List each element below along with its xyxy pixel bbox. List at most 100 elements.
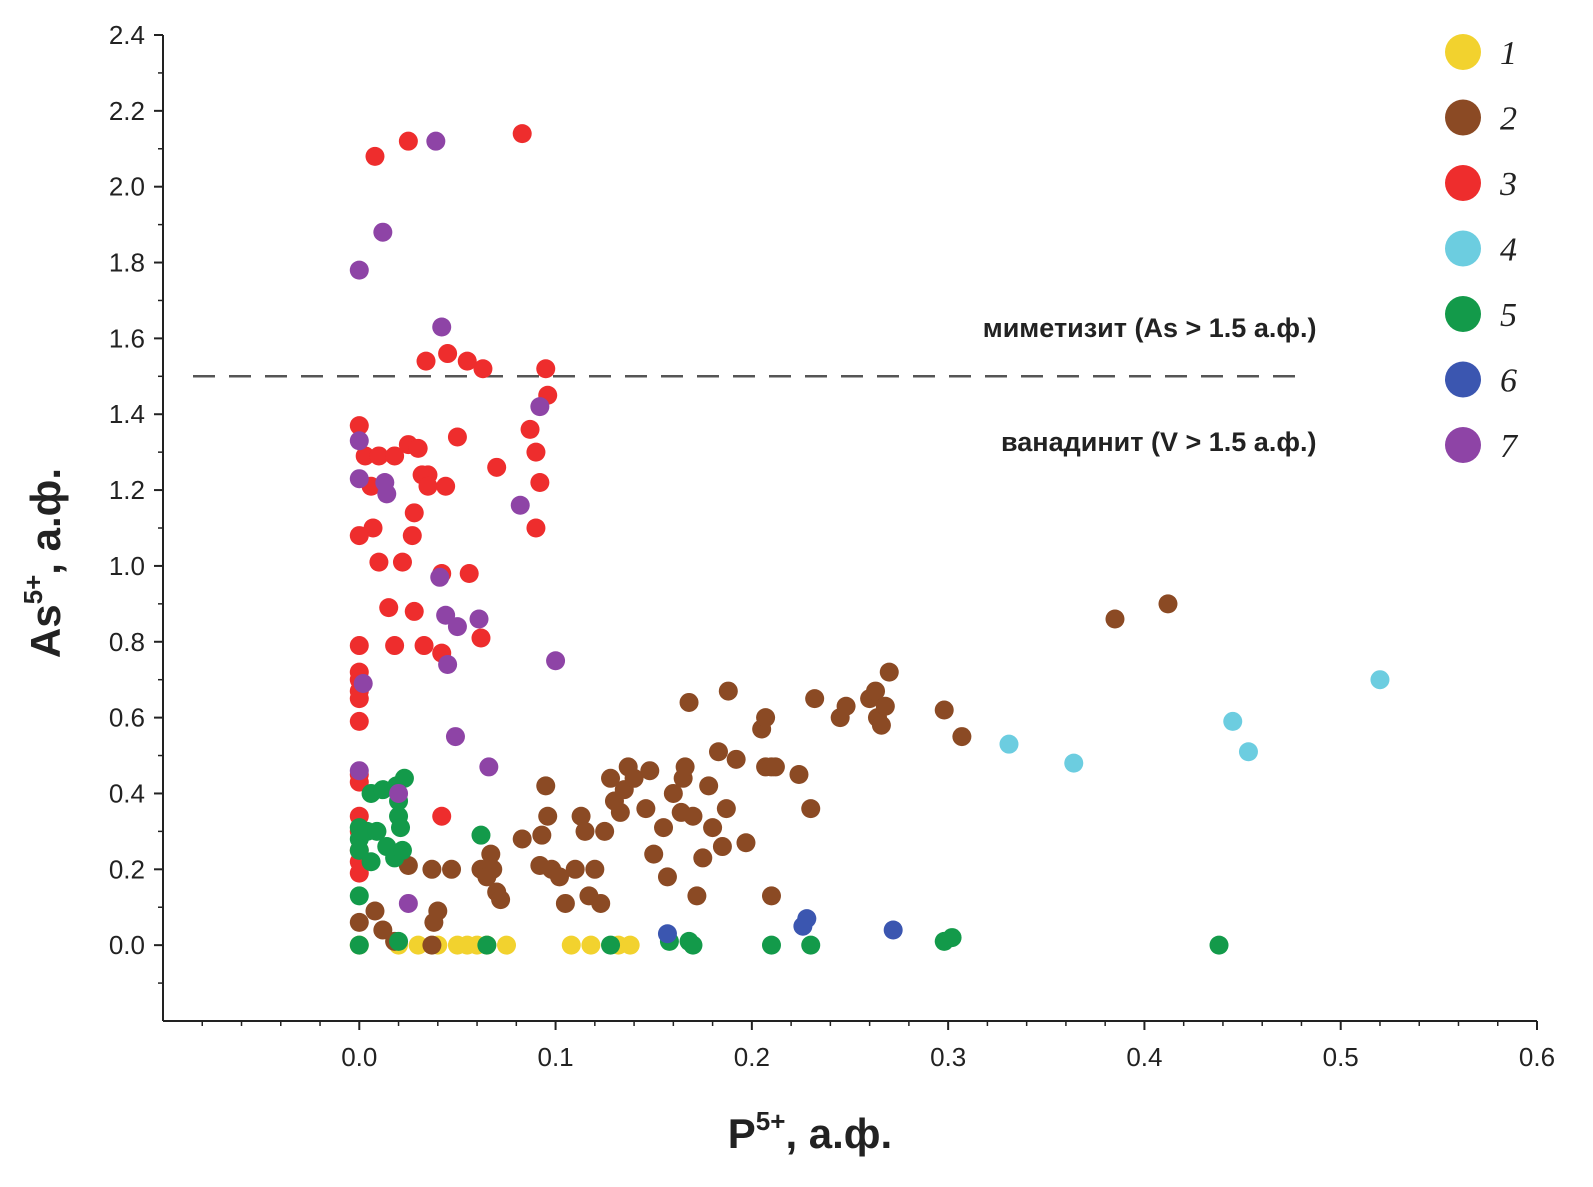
data-point-series-2 bbox=[703, 818, 723, 838]
data-point-series-2 bbox=[422, 935, 442, 955]
annotations: миметизит (As > 1.5 а.ф.) ванадинит (V > … bbox=[983, 313, 1317, 457]
data-point-series-3 bbox=[432, 806, 452, 826]
data-point-series-3 bbox=[530, 472, 550, 492]
y-tick-label: 2.4 bbox=[109, 20, 145, 50]
data-point-series-3 bbox=[385, 636, 405, 656]
data-point-series-2 bbox=[601, 768, 621, 788]
data-point-series-2 bbox=[624, 768, 644, 788]
data-point-series-1 bbox=[561, 935, 581, 955]
data-point-series-2 bbox=[687, 886, 707, 906]
data-point-series-2 bbox=[591, 893, 611, 913]
data-point-series-2 bbox=[805, 689, 825, 709]
data-point-series-3 bbox=[398, 131, 418, 151]
data-point-series-2 bbox=[349, 912, 369, 932]
y-tick-label: 2.0 bbox=[109, 172, 145, 202]
data-point-series-2 bbox=[801, 799, 821, 819]
data-point-series-4 bbox=[1064, 753, 1084, 773]
y-tick-label: 2.2 bbox=[109, 96, 145, 126]
data-point-series-2 bbox=[640, 761, 660, 781]
data-point-series-3 bbox=[355, 446, 375, 466]
data-point-series-3 bbox=[447, 427, 467, 447]
data-point-series-1 bbox=[620, 935, 640, 955]
data-point-series-2 bbox=[536, 776, 556, 796]
data-point-series-3 bbox=[436, 476, 456, 496]
y-axis-title-rest: , а.ф. bbox=[22, 468, 69, 575]
data-point-series-2 bbox=[765, 757, 785, 777]
x-axis-title-sup: 5+ bbox=[756, 1106, 786, 1136]
data-point-series-3 bbox=[369, 446, 389, 466]
data-point-series-5 bbox=[389, 931, 409, 951]
y-tick-label: 1.0 bbox=[109, 551, 145, 581]
data-point-series-2 bbox=[481, 844, 501, 864]
data-point-series-3 bbox=[349, 636, 369, 656]
x-axis-title: P5+, а.ф. bbox=[728, 1106, 892, 1157]
data-point-series-3 bbox=[520, 419, 540, 439]
y-tick-label: 0.6 bbox=[109, 703, 145, 733]
data-point-series-2 bbox=[571, 806, 591, 826]
data-point-series-2 bbox=[610, 802, 630, 822]
data-point-series-2 bbox=[491, 890, 511, 910]
x-tick-label: 0.0 bbox=[341, 1042, 377, 1072]
data-point-series-2 bbox=[699, 776, 719, 796]
data-point-series-7 bbox=[349, 260, 369, 280]
data-point-series-2 bbox=[365, 901, 385, 921]
data-point-series-2 bbox=[871, 715, 891, 735]
x-axis-title-rest: , а.ф. bbox=[785, 1110, 892, 1157]
data-point-series-2 bbox=[679, 692, 699, 712]
y-axis-title: As5+, а.ф. bbox=[18, 468, 69, 658]
y-tick-label: 0.4 bbox=[109, 778, 145, 808]
data-point-series-2 bbox=[879, 662, 899, 682]
data-point-series-2 bbox=[422, 859, 442, 879]
data-point-series-3 bbox=[526, 518, 546, 538]
data-point-series-7 bbox=[349, 431, 369, 451]
data-point-series-7 bbox=[479, 757, 499, 777]
data-point-series-2 bbox=[712, 837, 732, 857]
data-point-series-2 bbox=[1105, 609, 1125, 629]
data-point-series-3 bbox=[349, 416, 369, 436]
data-point-series-5 bbox=[761, 935, 781, 955]
data-point-series-3 bbox=[385, 446, 405, 466]
data-point-series-2 bbox=[657, 867, 677, 887]
data-point-series-1 bbox=[497, 935, 516, 955]
legend-marker-3 bbox=[1445, 165, 1481, 201]
data-point-series-5 bbox=[391, 818, 411, 838]
x-axis-ticks: 0.0 0.1 0.2 0.3 0.4 0.5 0.6 bbox=[201, 1021, 1555, 1072]
legend-label-3: 3 bbox=[1499, 166, 1517, 203]
data-point-series-7 bbox=[438, 655, 458, 675]
data-point-series-6 bbox=[797, 909, 817, 929]
data-point-series-7 bbox=[546, 651, 566, 671]
data-point-series-2 bbox=[708, 742, 728, 762]
data-point-series-5 bbox=[392, 840, 412, 860]
data-point-series-2 bbox=[565, 859, 585, 879]
data-point-series-3 bbox=[416, 351, 436, 371]
data-point-series-5 bbox=[942, 928, 962, 948]
data-point-series-2 bbox=[718, 681, 738, 701]
data-point-series-3 bbox=[404, 503, 424, 523]
data-point-series-2 bbox=[555, 893, 575, 913]
x-tick-label: 0.3 bbox=[930, 1042, 966, 1072]
data-point-series-1 bbox=[408, 935, 428, 955]
x-tick-label: 0.1 bbox=[537, 1042, 573, 1072]
x-tick-label: 0.5 bbox=[1323, 1042, 1359, 1072]
data-point-series-2 bbox=[1158, 594, 1178, 614]
data-point-series-5 bbox=[361, 852, 381, 872]
y-axis-ticks: 0.0 0.2 0.4 0.6 0.8 1.0 1.2 1.4 1.6 1.8 2.0 2.2 2.4 bbox=[109, 20, 163, 984]
data-point-series-2 bbox=[875, 696, 895, 716]
data-point-series-2 bbox=[644, 844, 664, 864]
data-point-series-7 bbox=[398, 893, 418, 913]
data-point-series-2 bbox=[532, 825, 552, 845]
legend-marker-7 bbox=[1445, 427, 1481, 463]
data-point-series-5 bbox=[349, 935, 369, 955]
y-tick-label: 1.4 bbox=[109, 399, 145, 429]
y-axis-title-sup: 5+ bbox=[18, 575, 48, 605]
data-point-series-7 bbox=[373, 222, 393, 242]
data-point-series-2 bbox=[512, 829, 532, 849]
legend-marker-2 bbox=[1445, 99, 1481, 136]
data-point-series-5 bbox=[367, 821, 387, 841]
data-point-series-3 bbox=[471, 628, 491, 648]
data-point-series-2 bbox=[675, 757, 695, 777]
data-point-series-2 bbox=[761, 886, 781, 906]
data-point-series-4 bbox=[1238, 742, 1258, 762]
legend-marker-1 bbox=[1445, 34, 1481, 70]
